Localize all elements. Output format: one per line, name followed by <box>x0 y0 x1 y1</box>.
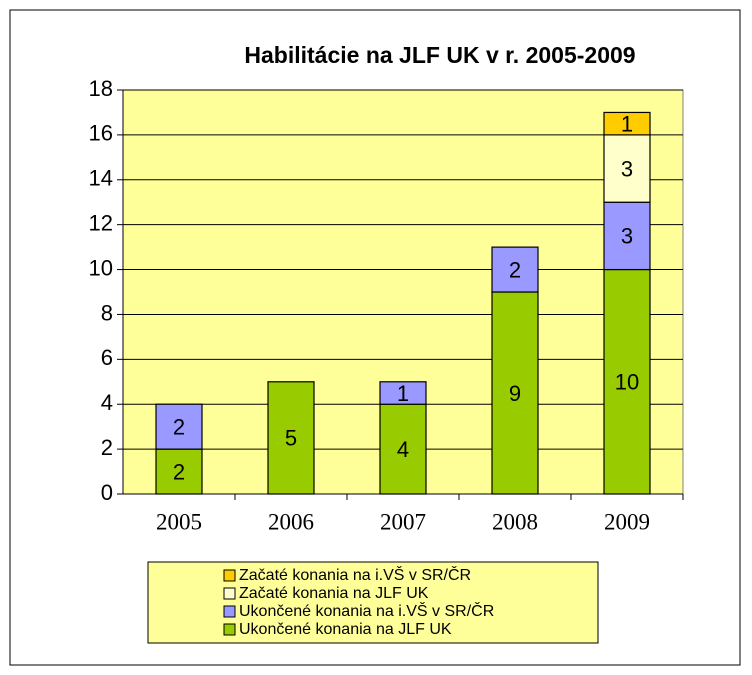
bar-segment <box>491 246 539 293</box>
bar-segment <box>267 381 315 495</box>
legend-label: Ukončené konania na i.VŠ v SR/ČR <box>239 601 494 620</box>
bar-segment <box>603 134 651 203</box>
x-tick-label: 2005 <box>156 509 202 534</box>
bar-segment <box>603 268 651 495</box>
y-tick-label: 12 <box>89 210 113 235</box>
value-label: 3 <box>621 156 633 181</box>
legend-label: Ukončené konania na JLF UK <box>239 621 452 638</box>
y-tick-label: 10 <box>89 255 113 280</box>
bar-segment <box>603 111 651 136</box>
x-tick-label: 2006 <box>268 509 314 534</box>
value-label: 9 <box>509 381 521 406</box>
legend-label: Začaté konania na i.VŠ v SR/ČR <box>239 565 471 584</box>
legend <box>147 561 599 644</box>
y-tick-label: 8 <box>101 300 113 325</box>
value-label: 1 <box>397 381 409 406</box>
value-label: 2 <box>173 414 185 439</box>
bar-segment <box>155 448 203 495</box>
legend-swatch <box>223 569 236 582</box>
y-tick-label: 0 <box>101 480 113 505</box>
y-tick-label: 6 <box>101 345 113 370</box>
value-label: 2 <box>173 459 185 484</box>
chart-title: Habilitácie na JLF UK v r. 2005-2009 <box>244 42 635 68</box>
legend-swatch <box>223 623 236 636</box>
legend-swatch <box>223 587 236 600</box>
bar-segment <box>155 403 203 450</box>
bar-segment <box>379 381 427 405</box>
y-tick-label: 2 <box>101 435 113 460</box>
value-label: 2 <box>509 257 521 282</box>
value-label: 5 <box>285 426 297 451</box>
legend-swatch <box>223 605 236 618</box>
x-tick-label: 2008 <box>492 509 538 534</box>
legend-label: Začaté konania na JLF UK <box>239 585 429 602</box>
y-tick-label: 18 <box>89 76 113 101</box>
y-tick-label: 14 <box>89 166 113 191</box>
value-label: 1 <box>621 111 633 136</box>
y-tick-label: 16 <box>89 121 113 146</box>
x-tick-label: 2007 <box>380 509 426 534</box>
bar-segment <box>491 291 539 495</box>
x-tick-label: 2009 <box>604 509 650 534</box>
value-label: 3 <box>621 224 633 249</box>
value-label: 10 <box>615 370 639 395</box>
value-label: 4 <box>397 437 409 462</box>
y-tick-label: 4 <box>101 390 113 415</box>
bar-segment <box>603 201 651 271</box>
